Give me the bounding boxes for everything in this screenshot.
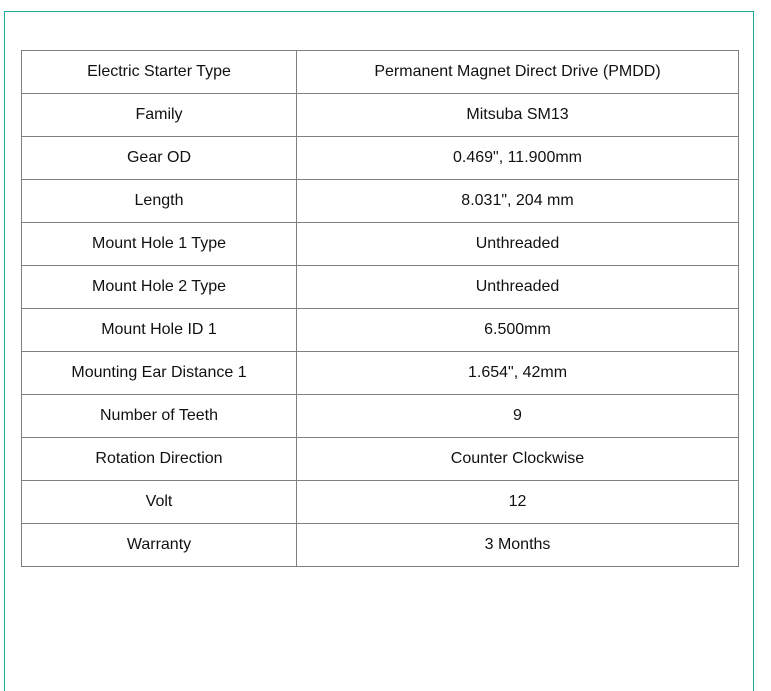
spec-label: Family <box>21 93 297 137</box>
spec-row: Mounting Ear Distance 1 1.654", 42mm <box>21 351 739 395</box>
spec-label: Mount Hole 2 Type <box>21 265 297 309</box>
spec-value: 6.500mm <box>296 308 739 352</box>
spec-label: Mount Hole ID 1 <box>21 308 297 352</box>
spec-label: Length <box>21 179 297 223</box>
spec-value: Mitsuba SM13 <box>296 93 739 137</box>
spec-label: Volt <box>21 480 297 524</box>
specs-table: Electric Starter Type Permanent Magnet Di… <box>21 50 739 567</box>
spec-value: Unthreaded <box>296 265 739 309</box>
spec-value: 9 <box>296 394 739 438</box>
spec-value: 3 Months <box>296 523 739 567</box>
spec-value: Permanent Magnet Direct Drive (PMDD) <box>296 50 739 94</box>
spec-value: 12 <box>296 480 739 524</box>
spec-label: Mounting Ear Distance 1 <box>21 351 297 395</box>
spec-row: Family Mitsuba SM13 <box>21 93 739 137</box>
spec-row: Length 8.031", 204 mm <box>21 179 739 223</box>
spec-value: 8.031", 204 mm <box>296 179 739 223</box>
spec-label: Rotation Direction <box>21 437 297 481</box>
spec-label: Number of Teeth <box>21 394 297 438</box>
spec-value: Unthreaded <box>296 222 739 266</box>
spec-label: Mount Hole 1 Type <box>21 222 297 266</box>
spec-row: Number of Teeth 9 <box>21 394 739 438</box>
spec-row: Warranty 3 Months <box>21 523 739 567</box>
spec-row: Electric Starter Type Permanent Magnet Di… <box>21 50 739 94</box>
spec-row: Volt 12 <box>21 480 739 524</box>
spec-label: Electric Starter Type <box>21 50 297 94</box>
spec-value: Counter Clockwise <box>296 437 739 481</box>
spec-label: Warranty <box>21 523 297 567</box>
spec-value: 1.654", 42mm <box>296 351 739 395</box>
spec-row: Mount Hole ID 1 6.500mm <box>21 308 739 352</box>
spec-row: Mount Hole 1 Type Unthreaded <box>21 222 739 266</box>
spec-row: Gear OD 0.469", 11.900mm <box>21 136 739 180</box>
spec-row: Rotation Direction Counter Clockwise <box>21 437 739 481</box>
content-frame <box>4 11 754 691</box>
spec-row: Mount Hole 2 Type Unthreaded <box>21 265 739 309</box>
spec-label: Gear OD <box>21 136 297 180</box>
spec-value: 0.469", 11.900mm <box>296 136 739 180</box>
